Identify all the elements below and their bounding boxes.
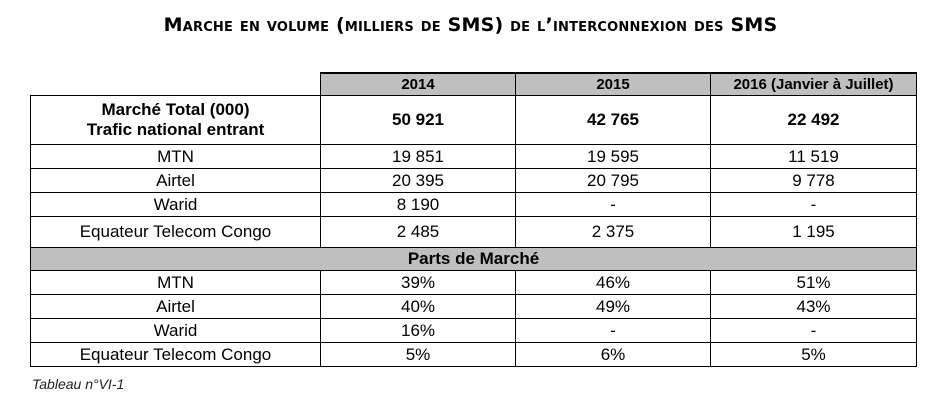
table-caption: Tableau n°VI-1 — [32, 376, 125, 392]
share-cell: 5% — [320, 342, 516, 367]
table-row: Warid 16% - - — [30, 318, 917, 343]
total-market-label-line1: Marché Total (000) — [101, 100, 250, 119]
total-market-label: Marché Total (000) Trafic national entra… — [30, 95, 321, 145]
total-market-value: 42 765 — [515, 95, 711, 145]
table-row: Airtel 20 395 20 795 9 778 — [30, 168, 917, 193]
volume-cell: 19 851 — [320, 144, 516, 169]
document-title: Marche en volume (milliers de SMS) de l’… — [163, 14, 778, 36]
share-cell: - — [710, 318, 917, 343]
market-share-section-label: Parts de Marché — [30, 247, 917, 271]
share-cell: - — [515, 318, 711, 343]
column-header-2016: 2016 (Janvier à Juillet) — [710, 72, 917, 96]
share-cell: 43% — [710, 294, 917, 319]
total-market-value: 50 921 — [320, 95, 516, 145]
volume-cell: 1 195 — [710, 216, 917, 248]
table-row: Airtel 40% 49% 43% — [30, 294, 917, 319]
operator-label: Warid — [30, 192, 321, 217]
market-share-section-row: Parts de Marché — [30, 247, 917, 271]
sms-market-table: 2014 2015 2016 (Janvier à Juillet) March… — [30, 72, 917, 367]
operator-label: Airtel — [30, 168, 321, 193]
table-header-row: 2014 2015 2016 (Janvier à Juillet) — [30, 72, 917, 96]
volume-cell: 9 778 — [710, 168, 917, 193]
table-row: MTN 19 851 19 595 11 519 — [30, 144, 917, 169]
total-market-label-line2: Trafic national entrant — [86, 120, 265, 139]
volume-cell: - — [710, 192, 917, 217]
total-market-row: Marché Total (000) Trafic national entra… — [30, 95, 917, 145]
volume-cell: 11 519 — [710, 144, 917, 169]
table-row: Equateur Telecom Congo 5% 6% 5% — [30, 342, 917, 367]
share-cell: 6% — [515, 342, 711, 367]
volume-cell: 2 485 — [320, 216, 516, 248]
share-cell: 39% — [320, 270, 516, 295]
share-cell: 49% — [515, 294, 711, 319]
volume-cell: 19 595 — [515, 144, 711, 169]
table-row: Equateur Telecom Congo 2 485 2 375 1 195 — [30, 216, 917, 248]
volume-cell: 2 375 — [515, 216, 711, 248]
volume-cell: 8 190 — [320, 192, 516, 217]
volume-cell: - — [515, 192, 711, 217]
table-row: Warid 8 190 - - — [30, 192, 917, 217]
volume-cell: 20 395 — [320, 168, 516, 193]
operator-label: MTN — [30, 270, 321, 295]
operator-label: Airtel — [30, 294, 321, 319]
operator-label: Warid — [30, 318, 321, 343]
column-header-2015: 2015 — [515, 72, 711, 96]
share-cell: 16% — [320, 318, 516, 343]
header-empty-cell — [30, 72, 321, 96]
share-cell: 51% — [710, 270, 917, 295]
operator-label: Equateur Telecom Congo — [30, 216, 321, 248]
share-cell: 46% — [515, 270, 711, 295]
operator-label: Equateur Telecom Congo — [30, 342, 321, 367]
volume-cell: 20 795 — [515, 168, 711, 193]
table-row: MTN 39% 46% 51% — [30, 270, 917, 295]
share-cell: 40% — [320, 294, 516, 319]
share-cell: 5% — [710, 342, 917, 367]
operator-label: MTN — [30, 144, 321, 169]
total-market-value: 22 492 — [710, 95, 917, 145]
column-header-2014: 2014 — [320, 72, 516, 96]
